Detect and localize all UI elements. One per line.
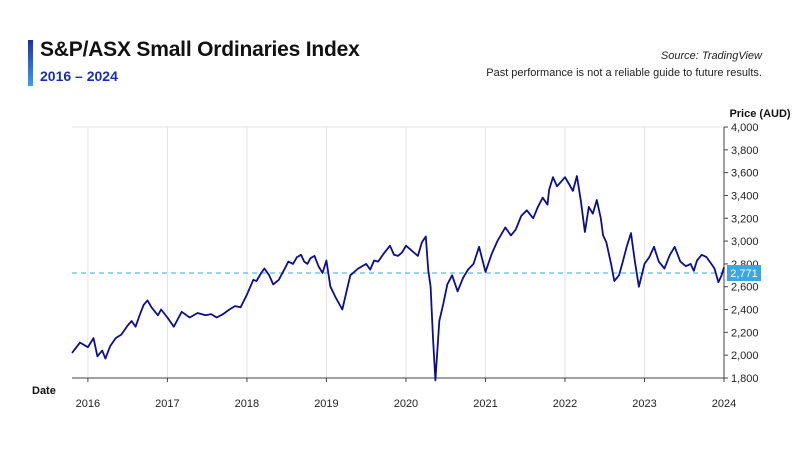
x-tick-label: 2024 [712,398,736,410]
axis-layer: 1,8002,0002,2002,4002,6002,8003,0003,200… [32,108,791,410]
x-axis-title: Date [32,385,56,397]
chart-title: S&P/ASX Small Ordinaries Index [40,38,360,61]
chart-subtitle: 2016 – 2024 [40,68,118,84]
label-layer: 2,771 [727,265,761,282]
series-layer [71,175,725,382]
y-tick-label: 3,200 [731,213,759,225]
y-tick-label: 3,800 [731,145,759,157]
last-value-label: 2,771 [730,268,758,280]
y-tick-label: 2,200 [731,327,759,339]
last-value-badge [727,265,761,282]
x-tick-label: 2017 [155,398,179,410]
source-note: Source: TradingView [660,50,762,62]
y-tick-label: 2,000 [731,350,759,362]
disclaimer-note: Past performance is not a reliable guide… [486,67,762,79]
grid-layer [72,126,724,378]
price-series-line [71,175,725,382]
x-tick-label: 2016 [76,398,100,410]
y-tick-label: 2,400 [731,305,759,317]
y-axis-title: Price (AUD) [729,108,790,120]
y-tick-label: 2,600 [731,282,759,294]
y-tick-label: 3,600 [731,168,759,180]
y-tick-label: 1,800 [731,373,759,385]
x-tick-label: 2021 [473,398,497,410]
x-tick-label: 2020 [394,398,418,410]
x-tick-label: 2022 [553,398,577,410]
title-accent-bar [28,40,33,86]
x-tick-label: 2023 [632,398,656,410]
x-tick-label: 2018 [235,398,259,410]
y-tick-label: 3,000 [731,236,759,248]
y-tick-label: 4,000 [731,122,759,134]
x-tick-label: 2019 [314,398,338,410]
y-tick-label: 3,400 [731,190,759,202]
